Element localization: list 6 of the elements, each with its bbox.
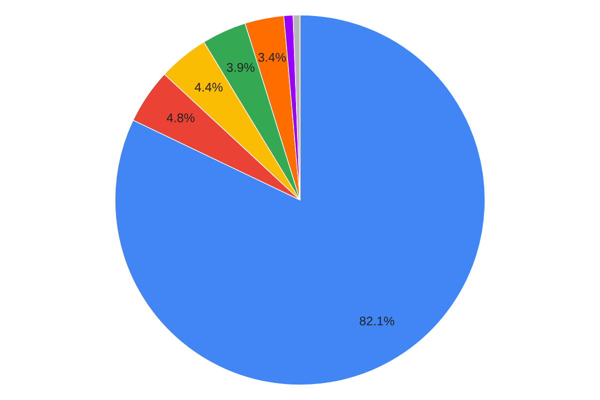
data-label: 82.1%	[360, 316, 394, 326]
data-label: 3.4%	[258, 52, 286, 62]
pie-slice	[114, 14, 486, 386]
data-label: 4.4%	[194, 82, 223, 92]
data-label: 4.8%	[166, 113, 194, 122]
data-label: 3.9%	[226, 62, 254, 72]
